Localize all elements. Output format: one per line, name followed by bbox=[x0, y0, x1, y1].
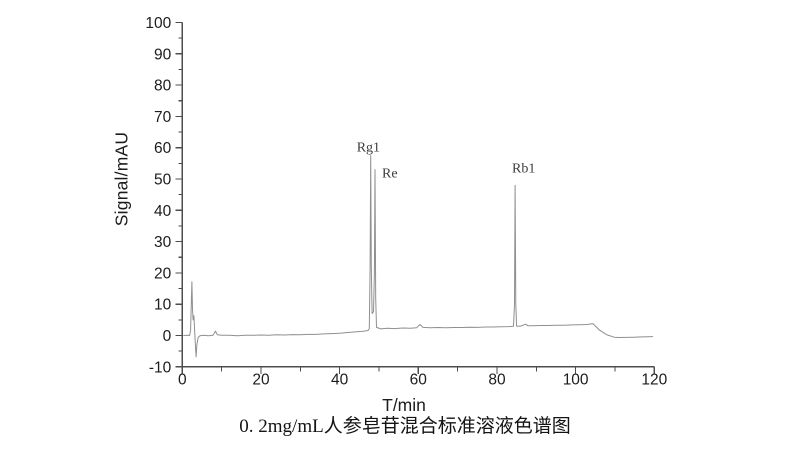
signal-trace bbox=[183, 155, 654, 358]
y-tick-label: 100 bbox=[145, 15, 171, 32]
y-axis-title: Signal/mAU bbox=[111, 131, 132, 227]
y-tick-label: 30 bbox=[154, 234, 172, 251]
y-tick-label: 70 bbox=[154, 109, 172, 126]
y-tick-label: 0 bbox=[163, 328, 172, 345]
y-tick-label: 40 bbox=[154, 203, 172, 220]
x-axis-title: T/min bbox=[382, 395, 426, 415]
peak-label-re: Re bbox=[382, 167, 398, 182]
y-tick-label: 50 bbox=[154, 172, 172, 189]
peak-label-rg1: Rg1 bbox=[357, 141, 380, 156]
y-tick-label: 80 bbox=[154, 78, 172, 95]
y-tick-label: 10 bbox=[154, 297, 172, 314]
x-tick-label: 60 bbox=[410, 371, 428, 388]
y-tick-label: 60 bbox=[154, 140, 172, 157]
peak-label-rb1: Rb1 bbox=[512, 161, 535, 176]
x-tick-label: 20 bbox=[252, 371, 270, 388]
y-tick-label: -10 bbox=[149, 359, 172, 376]
x-tick-label: 40 bbox=[331, 371, 349, 388]
x-tick-label: 0 bbox=[178, 371, 187, 388]
y-tick-label: 20 bbox=[154, 265, 172, 282]
x-tick-label: 100 bbox=[563, 371, 589, 388]
y-tick-label: 90 bbox=[154, 46, 172, 63]
x-tick-label: 120 bbox=[641, 371, 667, 388]
x-tick-label: 80 bbox=[488, 371, 506, 388]
figure-caption: 0. 2mg/mL人参皂苷混合标准溶液色谱图 bbox=[239, 416, 571, 437]
